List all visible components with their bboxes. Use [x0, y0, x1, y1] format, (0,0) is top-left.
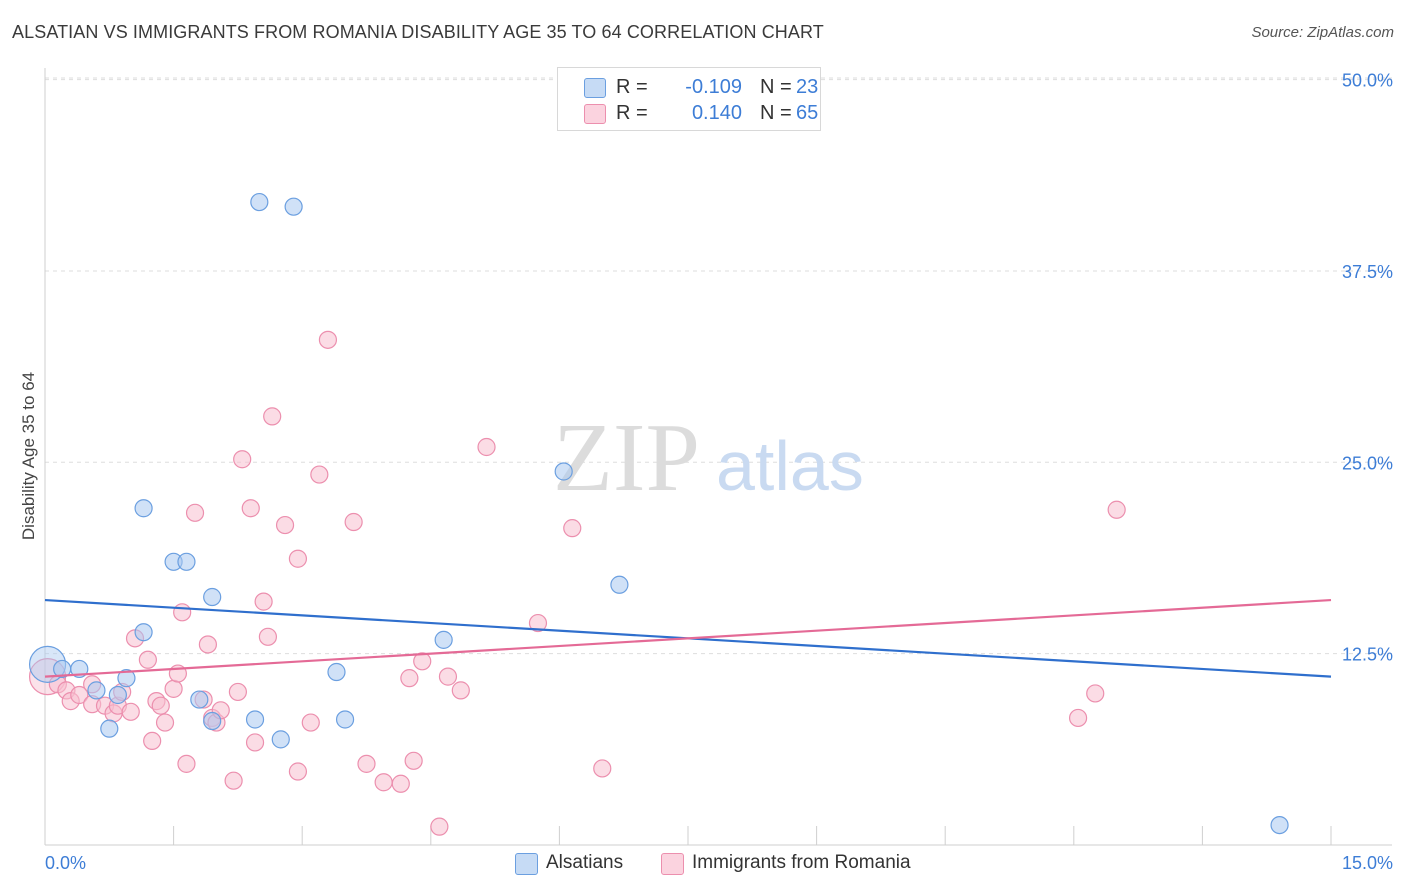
romania-point	[374, 773, 393, 792]
alsatian-point	[108, 685, 127, 705]
alsatian-point	[1270, 815, 1289, 835]
alsatian-point	[190, 690, 209, 709]
y-tick-label: 50.0%	[1342, 71, 1393, 91]
alsatian-point	[245, 710, 265, 729]
alsatian-point	[434, 630, 453, 649]
alsatians-n-label: N =	[760, 76, 792, 98]
y-tick-labels: 12.5% 25.0% 37.5% 50.0%	[1342, 71, 1393, 665]
bottom-romania-label: Immigrants from Romania	[692, 852, 911, 873]
romania-point	[318, 330, 338, 349]
alsatians-r-value: -0.109	[685, 76, 742, 98]
watermark: ZIP atlas	[553, 404, 864, 512]
x-tick-label-min: 0.0%	[45, 853, 86, 873]
axes-layer	[44, 68, 1392, 846]
chart-title: ALSATIAN VS IMMIGRANTS FROM ROMANIA DISA…	[12, 22, 824, 42]
bottom-alsatians-label: Alsatians	[546, 852, 624, 873]
alsatians-r-label: R =	[616, 76, 648, 98]
alsatian-point	[554, 462, 573, 481]
romania-point	[288, 762, 308, 781]
romania-point	[301, 713, 320, 732]
romania-point	[1086, 684, 1105, 703]
romania-point	[563, 519, 582, 538]
romania-point	[438, 667, 458, 686]
romania-point	[224, 771, 243, 790]
alsatian-point	[117, 669, 136, 688]
alsatian-point	[203, 711, 222, 731]
romania-trend-line	[44, 598, 1332, 678]
alsatian-point	[335, 710, 355, 729]
alsatian-point	[177, 552, 196, 571]
stats-legend: R = -0.109 N = 23 R = 0.140 N = 65	[557, 67, 821, 131]
romania-point	[357, 754, 376, 773]
romania-point	[228, 682, 247, 702]
alsatian-point	[134, 499, 153, 518]
romania-point	[121, 702, 140, 721]
alsatian-point	[250, 192, 269, 212]
romania-point	[477, 437, 496, 457]
romania-point	[155, 713, 175, 732]
romania-point	[245, 733, 265, 752]
romania-point	[288, 549, 308, 568]
romania-point	[1107, 500, 1126, 519]
romania-point	[391, 774, 410, 793]
romania-point	[528, 613, 548, 633]
romania-n-label: N =	[760, 102, 792, 124]
romania-point	[151, 696, 170, 715]
romania-point	[430, 817, 449, 836]
romania-point	[173, 603, 192, 622]
romania-point	[344, 512, 363, 532]
alsatian-point	[203, 587, 222, 607]
romania-point	[1068, 708, 1088, 728]
romania-point	[404, 751, 423, 770]
romania-point	[400, 669, 419, 688]
watermark-atlas: atlas	[716, 427, 864, 505]
x-tick-label-max: 15.0%	[1342, 853, 1393, 873]
scatter-points	[28, 192, 1289, 836]
alsatian-point	[610, 575, 629, 594]
bottom-alsatians-swatch	[515, 853, 538, 875]
y-axis-label: Disability Age 35 to 64	[19, 372, 38, 540]
alsatian-point	[327, 662, 346, 682]
romania-r-value: 0.140	[691, 102, 742, 124]
romania-point	[164, 679, 183, 698]
romania-swatch	[584, 104, 606, 124]
alsatian-point	[271, 730, 290, 749]
romania-point	[233, 450, 252, 469]
romania-r-label: R =	[616, 102, 648, 124]
watermark-zip: ZIP	[553, 404, 700, 512]
alsatian-point	[87, 681, 106, 700]
romania-point	[185, 503, 205, 522]
y-tick-label: 12.5%	[1342, 645, 1393, 665]
romania-point	[177, 754, 196, 773]
grid-layer	[45, 77, 1392, 655]
romania-point	[241, 499, 260, 518]
romania-point	[254, 592, 273, 611]
x-tick-labels: 0.0% 15.0%	[45, 853, 1393, 873]
romania-point	[451, 681, 470, 700]
alsatian-point	[284, 197, 303, 216]
romania-point	[258, 627, 278, 646]
romania-n-value: 65	[796, 102, 819, 124]
romania-point	[593, 759, 612, 778]
trend-lines	[44, 598, 1332, 678]
romania-point	[70, 685, 89, 705]
romania-point	[275, 515, 295, 535]
romania-point	[310, 465, 329, 484]
romania-point	[138, 650, 157, 669]
alsatian-point	[70, 659, 89, 679]
source-attribution: Source: ZipAtlas.com	[1251, 24, 1394, 41]
alsatians-n-value: 23	[796, 76, 819, 98]
alsatian-point	[134, 623, 153, 642]
romania-point	[263, 407, 282, 426]
bottom-romania-swatch	[661, 853, 684, 875]
y-tick-label: 25.0%	[1342, 453, 1393, 473]
romania-point	[198, 635, 217, 654]
alsatians-swatch	[584, 78, 606, 98]
romania-point	[413, 652, 432, 671]
alsatian-point	[100, 719, 119, 738]
romania-point	[143, 731, 162, 751]
y-tick-label: 37.5%	[1342, 262, 1393, 282]
